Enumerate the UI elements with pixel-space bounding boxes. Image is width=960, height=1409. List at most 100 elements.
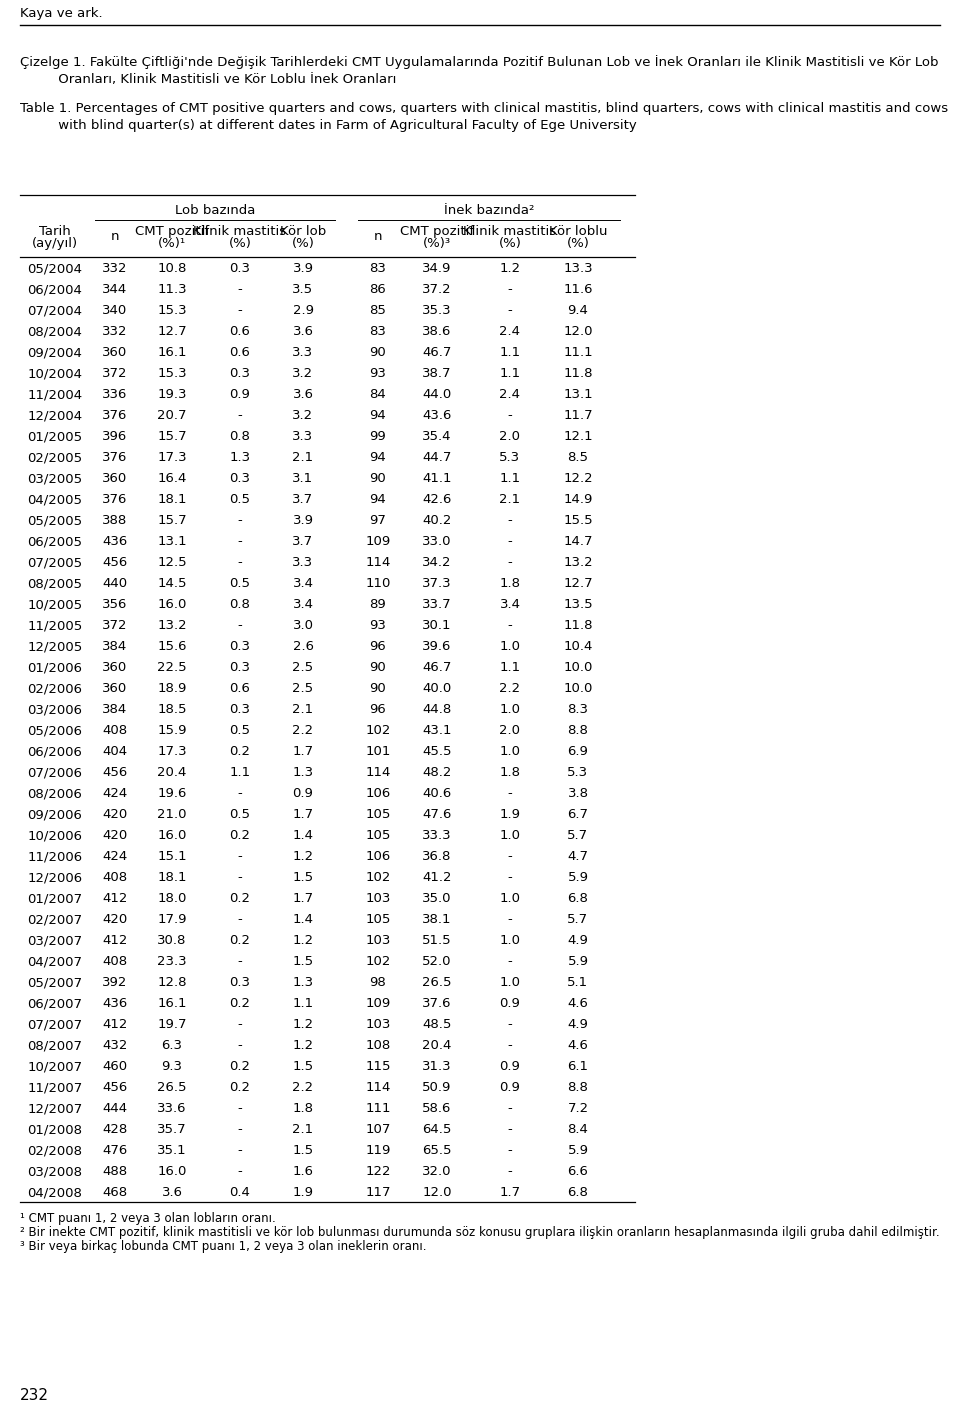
Text: ² Bir inekte CMT pozitif, klinik mastitisli ve kör lob bulunması durumunda söz k: ² Bir inekte CMT pozitif, klinik mastiti…: [20, 1226, 940, 1239]
Text: Klinik mastitis: Klinik mastitis: [464, 225, 557, 238]
Text: 05/2005: 05/2005: [28, 514, 83, 527]
Text: 11.3: 11.3: [157, 283, 187, 296]
Text: 11/2004: 11/2004: [28, 387, 83, 402]
Text: 2.5: 2.5: [293, 661, 314, 674]
Text: 40.6: 40.6: [422, 788, 451, 800]
Text: 2.1: 2.1: [499, 493, 520, 506]
Text: 420: 420: [103, 807, 128, 821]
Text: 12/2006: 12/2006: [28, 871, 83, 883]
Text: 1.1: 1.1: [499, 661, 520, 674]
Text: 0.5: 0.5: [229, 578, 251, 590]
Text: 94: 94: [370, 409, 386, 423]
Text: 15.6: 15.6: [157, 640, 187, 652]
Text: 06/2004: 06/2004: [28, 283, 83, 296]
Text: (%): (%): [292, 237, 315, 249]
Text: 8.5: 8.5: [567, 451, 588, 464]
Text: -: -: [238, 409, 242, 423]
Text: 52.0: 52.0: [422, 955, 452, 968]
Text: 03/2007: 03/2007: [28, 934, 83, 947]
Text: 89: 89: [370, 597, 386, 612]
Text: 119: 119: [366, 1144, 391, 1157]
Text: 12.7: 12.7: [157, 325, 187, 338]
Text: 5.7: 5.7: [567, 913, 588, 926]
Text: 0.2: 0.2: [229, 1060, 251, 1074]
Text: 456: 456: [103, 1081, 128, 1093]
Text: -: -: [508, 1165, 513, 1178]
Text: 392: 392: [103, 976, 128, 989]
Text: 3.4: 3.4: [293, 578, 314, 590]
Text: 6.6: 6.6: [567, 1165, 588, 1178]
Text: 37.3: 37.3: [422, 578, 452, 590]
Text: 8.4: 8.4: [567, 1123, 588, 1136]
Text: 84: 84: [370, 387, 386, 402]
Text: 3.5: 3.5: [293, 283, 314, 296]
Text: 41.1: 41.1: [422, 472, 452, 485]
Text: 1.5: 1.5: [293, 1060, 314, 1074]
Text: 15.9: 15.9: [157, 724, 187, 737]
Text: 18.0: 18.0: [157, 892, 186, 905]
Text: 08/2004: 08/2004: [28, 325, 83, 338]
Text: 6.8: 6.8: [567, 892, 588, 905]
Text: 40.2: 40.2: [422, 514, 452, 527]
Text: 456: 456: [103, 766, 128, 779]
Text: 04/2007: 04/2007: [28, 955, 83, 968]
Text: 372: 372: [103, 619, 128, 633]
Text: 19.3: 19.3: [157, 387, 187, 402]
Text: 99: 99: [370, 430, 386, 442]
Text: 102: 102: [366, 955, 391, 968]
Text: 0.3: 0.3: [229, 368, 251, 380]
Text: 106: 106: [366, 788, 391, 800]
Text: 15.3: 15.3: [157, 368, 187, 380]
Text: 436: 436: [103, 998, 128, 1010]
Text: -: -: [508, 535, 513, 548]
Text: 1.0: 1.0: [499, 703, 520, 716]
Text: 16.0: 16.0: [157, 828, 186, 843]
Text: 1.2: 1.2: [293, 934, 314, 947]
Text: 122: 122: [365, 1165, 391, 1178]
Text: -: -: [238, 1144, 242, 1157]
Text: 384: 384: [103, 640, 128, 652]
Text: 1.7: 1.7: [293, 745, 314, 758]
Text: 115: 115: [365, 1060, 391, 1074]
Text: 1.8: 1.8: [293, 1102, 314, 1115]
Text: 2.2: 2.2: [499, 682, 520, 695]
Text: 110: 110: [366, 578, 391, 590]
Text: 408: 408: [103, 724, 128, 737]
Text: 101: 101: [366, 745, 391, 758]
Text: 10.8: 10.8: [157, 262, 186, 275]
Text: 10/2005: 10/2005: [28, 597, 83, 612]
Text: 07/2007: 07/2007: [28, 1019, 83, 1031]
Text: 11.6: 11.6: [564, 283, 592, 296]
Text: 35.4: 35.4: [422, 430, 452, 442]
Text: 33.6: 33.6: [157, 1102, 187, 1115]
Text: 34.2: 34.2: [422, 557, 452, 569]
Text: 2.1: 2.1: [293, 451, 314, 464]
Text: 6.8: 6.8: [567, 1186, 588, 1199]
Text: 11/2006: 11/2006: [28, 850, 83, 864]
Text: 1.8: 1.8: [499, 578, 520, 590]
Text: 01/2005: 01/2005: [28, 430, 83, 442]
Text: 1.1: 1.1: [499, 347, 520, 359]
Text: 83: 83: [370, 325, 387, 338]
Text: 1.5: 1.5: [293, 1144, 314, 1157]
Text: 340: 340: [103, 304, 128, 317]
Text: 3.0: 3.0: [293, 619, 314, 633]
Text: 1.4: 1.4: [293, 828, 314, 843]
Text: 26.5: 26.5: [157, 1081, 187, 1093]
Text: Çizelge 1. Fakülte Çiftliği'nde Değişik Tarihlerdeki CMT Uygulamalarında Pozitif: Çizelge 1. Fakülte Çiftliği'nde Değişik …: [20, 55, 939, 86]
Text: 8.3: 8.3: [567, 703, 588, 716]
Text: 31.3: 31.3: [422, 1060, 452, 1074]
Text: 43.1: 43.1: [422, 724, 452, 737]
Text: 3.7: 3.7: [293, 493, 314, 506]
Text: 50.9: 50.9: [422, 1081, 452, 1093]
Text: 16.0: 16.0: [157, 1165, 186, 1178]
Text: 0.3: 0.3: [229, 472, 251, 485]
Text: Tarih: Tarih: [39, 225, 71, 238]
Text: -: -: [508, 1123, 513, 1136]
Text: 46.7: 46.7: [422, 347, 452, 359]
Text: 12.2: 12.2: [564, 472, 593, 485]
Text: 0.8: 0.8: [229, 597, 251, 612]
Text: 5.9: 5.9: [567, 955, 588, 968]
Text: 0.3: 0.3: [229, 640, 251, 652]
Text: 16.0: 16.0: [157, 597, 186, 612]
